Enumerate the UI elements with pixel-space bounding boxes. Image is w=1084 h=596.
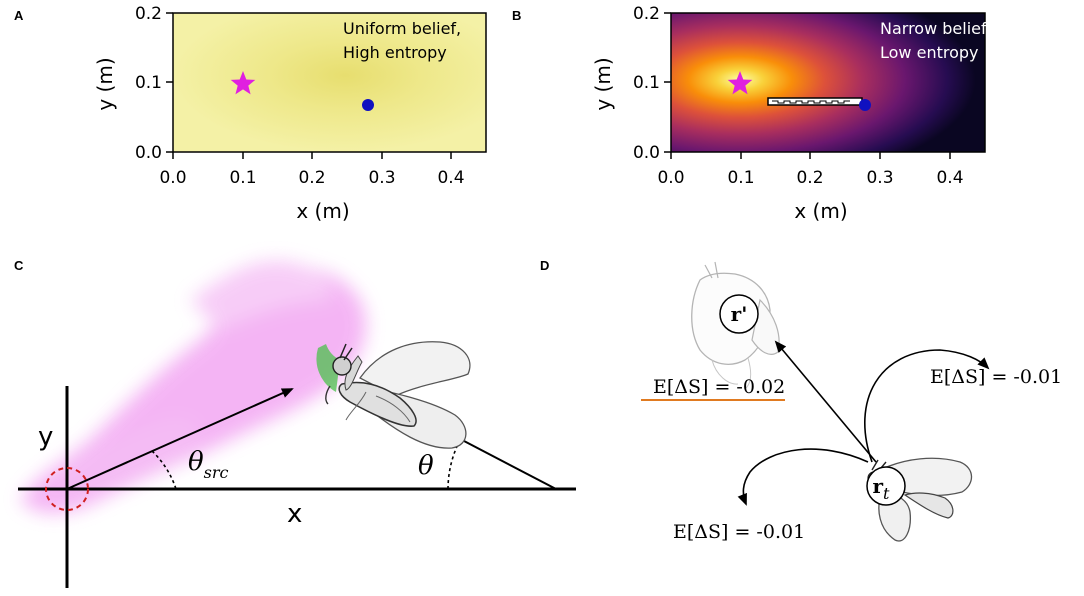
x-tick-label: 0.3: [866, 168, 893, 188]
move-arrow-to-r-prime: [774, 340, 877, 463]
agent-position-dot: [362, 99, 374, 111]
x-axis-letter: x: [287, 499, 302, 529]
y-axis-label-b: y (m): [591, 57, 615, 110]
source-star-icon: [230, 71, 256, 95]
x-tick-label: 0.1: [727, 168, 754, 188]
odor-plume: [20, 260, 367, 514]
r-prime-circle: [719, 294, 759, 334]
y-axis-letter: y: [38, 422, 53, 452]
y-axis-label-a: y (m): [93, 57, 117, 110]
x-tick-label: 0.2: [796, 168, 823, 188]
agent-trajectory: [767, 97, 863, 106]
panel-letter-a: A: [14, 8, 24, 23]
moth-illustration: [316, 341, 471, 449]
source-star-icon: [727, 71, 753, 95]
panel-d: D r' rt E[ΔS] = -0.02 E[ΔS] = -0.01 E[Δ: [540, 258, 1062, 543]
source-region-circle: [45, 467, 89, 511]
y-tick-label: 0.2: [633, 4, 660, 24]
y-tick-label: 0.2: [135, 4, 162, 24]
x-axis-label-a: x (m): [296, 199, 349, 223]
r-t-circle: [866, 466, 906, 506]
panel-letter-d: D: [540, 258, 549, 273]
y-tick-label: 0.1: [633, 73, 660, 93]
r-prime-label: r': [731, 302, 748, 326]
heatmap-narrow-belief: [671, 13, 985, 152]
x-ticks-a: 0.0 0.1 0.2 0.3 0.4: [159, 152, 465, 188]
move-arrow-upper-right: [864, 349, 990, 463]
move-arrow-lower-left: [737, 448, 869, 506]
source-direction-arrow: [66, 388, 294, 490]
x-tick-label: 0.2: [298, 168, 325, 188]
theta-src-label: θsrc: [188, 447, 229, 482]
y-tick-label: 0.0: [135, 143, 162, 163]
agent-position-dot: [859, 99, 871, 111]
annotation-line-1-b: Narrow belief,: [880, 19, 992, 38]
panel-letter-b: B: [512, 8, 521, 23]
y-ticks-a: 0.0 0.1 0.2: [135, 4, 173, 163]
y-tick-label: 0.0: [633, 143, 660, 163]
x-ticks-b: 0.0 0.1 0.2 0.3 0.4: [657, 152, 964, 188]
x-tick-label: 0.1: [229, 168, 256, 188]
annotation-line-1-a: Uniform belief,: [343, 19, 461, 38]
y-ticks-b: 0.0 0.1 0.2: [633, 4, 671, 163]
theta-label: θ: [418, 451, 434, 481]
annotation-line-2-a: High entropy: [343, 43, 447, 62]
panel-c: C y x θsrc θ: [14, 258, 576, 588]
x-tick-label: 0.4: [437, 168, 464, 188]
expected-change-left: E[ΔS] = -0.02: [653, 376, 785, 398]
expected-change-bottom: E[ΔS] = -0.01: [673, 521, 805, 543]
sensor-wedge: [316, 344, 340, 392]
panel-b: B 0.0 0.1 0.2 0.0 0.1 0.2 0.3 0.4 x (m) …: [512, 4, 992, 223]
y-tick-label: 0.1: [135, 73, 162, 93]
panel-letter-c: C: [14, 258, 24, 273]
x-tick-label: 0.4: [936, 168, 963, 188]
x-axis-label-b: x (m): [794, 199, 847, 223]
expected-change-right: E[ΔS] = -0.01: [930, 366, 1062, 388]
panel-a: A 0.0 0.1 0.2 0.0 0.1 0.2 0.3 0.4 x (m) …: [14, 4, 487, 223]
theta-src-arc: [151, 450, 177, 490]
x-tick-label: 0.0: [657, 168, 684, 188]
annotation-line-2-b: Low entropy: [880, 43, 979, 62]
x-tick-label: 0.0: [159, 168, 186, 188]
x-tick-label: 0.3: [368, 168, 395, 188]
r-t-label: rt: [873, 474, 891, 503]
heatmap-uniform-belief: [173, 13, 486, 152]
